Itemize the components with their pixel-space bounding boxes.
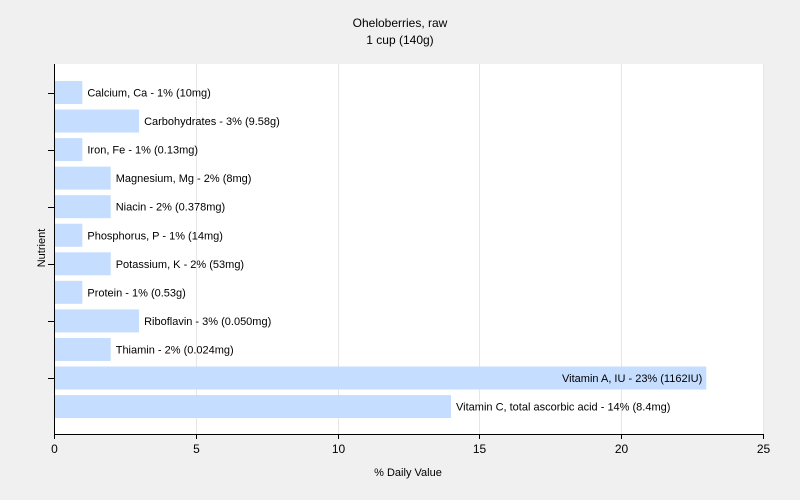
x-tick-label: 15 bbox=[473, 442, 487, 456]
bar bbox=[55, 81, 83, 104]
axes: 0 5 10 15 20 25 bbox=[48, 64, 770, 456]
bar bbox=[55, 309, 140, 333]
bar bbox=[55, 366, 707, 390]
x-tick-label: 5 bbox=[193, 442, 200, 456]
bar-label: Niacin - 2% (0.378mg) bbox=[116, 202, 225, 214]
bar bbox=[55, 337, 111, 361]
bar bbox=[55, 195, 111, 219]
bar bbox=[55, 252, 111, 276]
bar bbox=[55, 138, 83, 162]
bar-label: Phosphorus, P - 1% (14mg) bbox=[87, 230, 223, 242]
bar-label: Calcium, Ca - 1% (10mg) bbox=[87, 88, 210, 100]
bar-label: Thiamin - 2% (0.024mg) bbox=[116, 344, 234, 356]
bar-label: Potassium, K - 2% (53mg) bbox=[116, 259, 244, 271]
bar-label: Protein - 1% (0.53g) bbox=[87, 287, 185, 299]
bar bbox=[55, 280, 83, 304]
x-axis-label: % Daily Value bbox=[374, 467, 442, 479]
bar bbox=[55, 109, 140, 133]
x-tick-label: 0 bbox=[51, 442, 58, 456]
bar-label: Vitamin C, total ascorbic acid - 14% (8.… bbox=[456, 402, 670, 414]
x-tick-label: 20 bbox=[615, 442, 629, 456]
bar-label: Carbohydrates - 3% (9.58g) bbox=[144, 116, 280, 128]
chart-title: Oheloberries, raw bbox=[353, 16, 448, 30]
bar bbox=[55, 223, 83, 247]
y-axis-label: Nutrient bbox=[36, 229, 48, 268]
x-tick-label: 25 bbox=[757, 442, 771, 456]
bar-label: Iron, Fe - 1% (0.13mg) bbox=[87, 145, 198, 157]
chart-subtitle: 1 cup (140g) bbox=[366, 33, 433, 47]
x-tick-label: 10 bbox=[332, 442, 346, 456]
bar bbox=[55, 166, 111, 190]
bar-label: Riboflavin - 3% (0.050mg) bbox=[144, 316, 271, 328]
bar-label: Vitamin A, IU - 23% (1162IU) bbox=[562, 373, 702, 385]
bar-label: Magnesium, Mg - 2% (8mg) bbox=[116, 173, 252, 185]
bar bbox=[55, 395, 452, 419]
bars: Calcium, Ca - 1% (10mg) Carbohydrates - 3… bbox=[55, 81, 707, 419]
